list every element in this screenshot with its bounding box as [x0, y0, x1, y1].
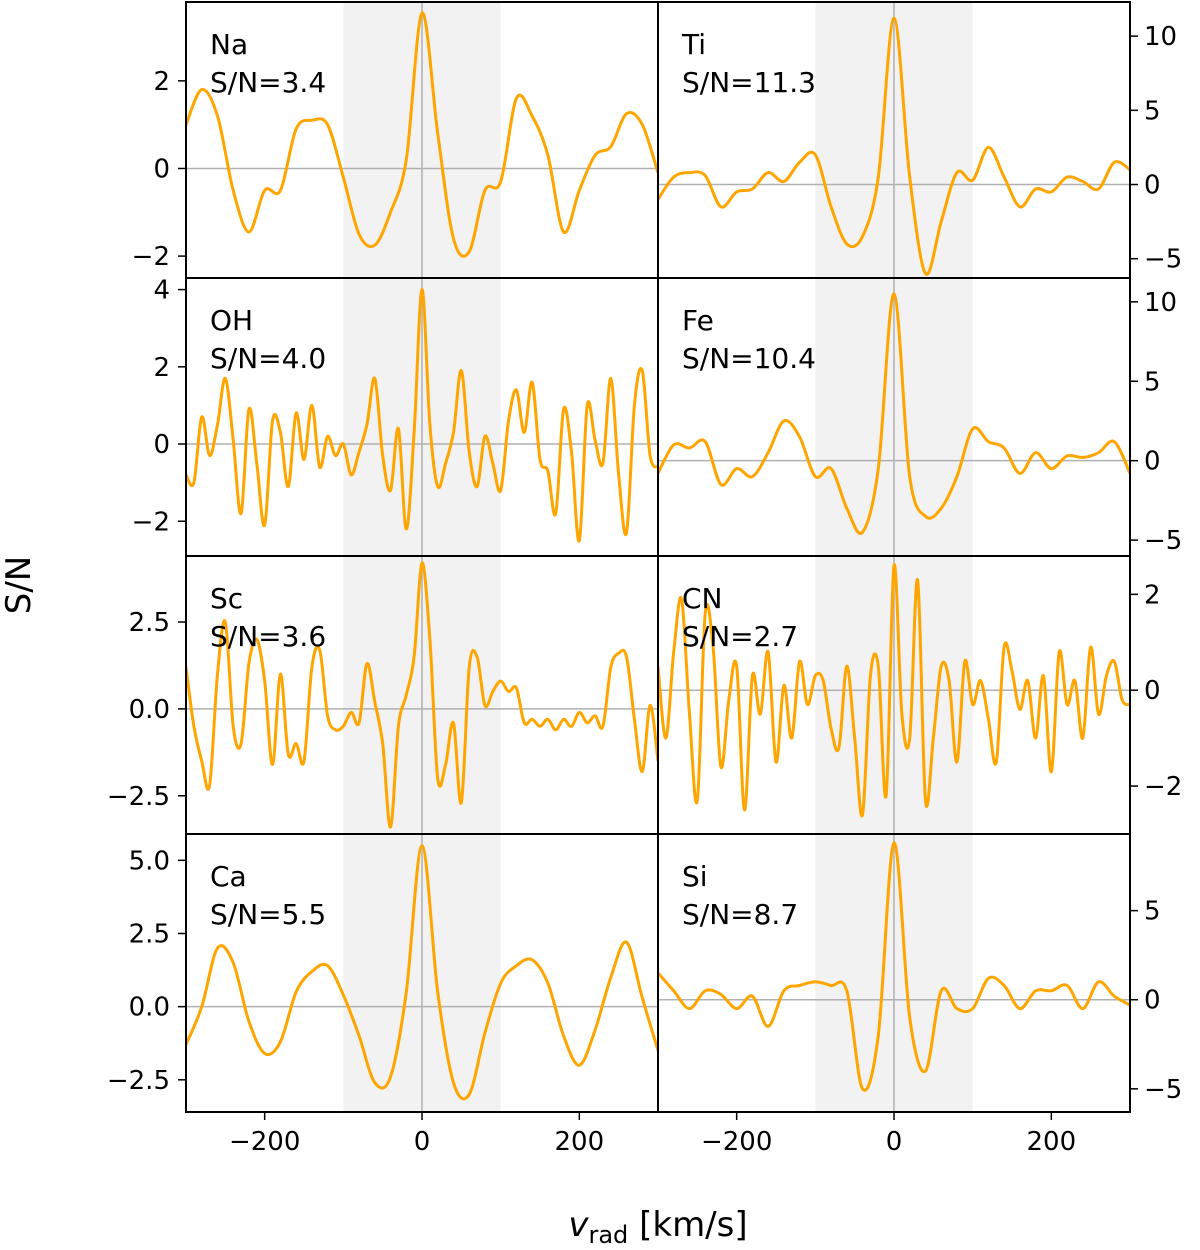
snr-label: S/N=10.4 — [682, 342, 816, 375]
y-tick-label: 4 — [153, 276, 170, 306]
x-axis-label: vrad [km/s] — [568, 1205, 747, 1249]
y-tick-label: 5 — [1144, 96, 1161, 126]
y-tick-label: −2 — [1144, 772, 1182, 802]
species-label: Sc — [210, 582, 243, 615]
snr-label: S/N=4.0 — [210, 342, 326, 375]
y-tick-label: 5.0 — [129, 846, 170, 876]
species-label: Ti — [681, 28, 706, 61]
snr-label: S/N=8.7 — [682, 898, 798, 931]
series-line-na — [186, 11, 658, 258]
y-tick-label: 2.5 — [129, 919, 170, 949]
x-axis-label-subscript: rad — [588, 1221, 628, 1249]
x-tick-label: 200 — [555, 1127, 605, 1157]
x-tick-label: 0 — [414, 1127, 431, 1157]
species-label: Si — [682, 860, 708, 893]
panel-na: Na S/N=3.4 −2 0 2 — [132, 1, 659, 279]
y-tick-label: 2.5 — [129, 608, 170, 638]
y-tick-label: 5 — [1144, 897, 1161, 927]
x-tick-label: −200 — [701, 1127, 772, 1157]
panel-ti: Ti S/N=11.3 −5 0 5 10 — [657, 1, 1182, 279]
species-label: Fe — [682, 304, 714, 337]
panel-ca: Ca S/N=5.5 −2.5 0.0 2.5 5.0 −200 0 200 — [107, 833, 659, 1157]
panel-fe: Fe S/N=10.4 −5 0 5 10 — [657, 277, 1182, 557]
panel-sc: Sc S/N=3.6 −2.5 0.0 2.5 — [107, 555, 659, 835]
species-label: Na — [210, 28, 248, 61]
species-label: CN — [682, 582, 723, 615]
y-tick-label: 10 — [1144, 22, 1177, 52]
snr-label: S/N=3.6 — [210, 620, 326, 653]
panel-cn: CN S/N=2.7 −2 0 2 — [657, 555, 1182, 835]
y-tick-label: 2 — [1144, 580, 1161, 610]
y-tick-label: 10 — [1144, 288, 1177, 318]
panels-group: Na S/N=3.4 −2 0 2 Ti S/N=11.3 −5 0 5 10 OH S/N=4.0 −2… — [107, 1, 1182, 1157]
series-line-si — [658, 841, 1130, 1092]
snr-label: S/N=3.4 — [210, 66, 326, 99]
y-tick-label: 2 — [153, 353, 170, 383]
x-axis-label-unit-spacer — [628, 1205, 639, 1245]
series-line-fe — [658, 292, 1130, 536]
y-tick-label: 5 — [1144, 367, 1161, 397]
series-line-cn — [658, 563, 1130, 818]
y-tick-label: −5 — [1144, 245, 1182, 275]
y-tick-label: 0.0 — [129, 695, 170, 725]
series-line-ti — [658, 16, 1130, 276]
y-tick-label: 0.0 — [129, 993, 170, 1023]
series-line-sc — [186, 561, 658, 829]
snr-label: S/N=11.3 — [682, 66, 816, 99]
panel-si: Si S/N=8.7 −5 0 5 −200 0 200 — [657, 833, 1182, 1157]
snr-label: S/N=5.5 — [210, 898, 326, 931]
x-axis-label-symbol: v — [568, 1205, 589, 1245]
series-line-ca — [186, 844, 658, 1101]
x-tick-label: −200 — [229, 1127, 300, 1157]
y-tick-label: −5 — [1144, 526, 1182, 556]
panel-oh: OH S/N=4.0 −2 0 2 4 — [132, 276, 659, 557]
y-tick-label: 2 — [153, 67, 170, 97]
y-tick-label: −2 — [132, 242, 170, 272]
y-tick-label: −2 — [132, 507, 170, 537]
series-line-oh — [186, 288, 658, 543]
y-tick-label: 0 — [153, 430, 170, 460]
species-label: Ca — [210, 860, 247, 893]
species-label: OH — [210, 304, 253, 337]
x-axis-label-unit: [km/s] — [639, 1205, 748, 1245]
y-tick-label: 0 — [1144, 447, 1161, 477]
y-tick-label: −2.5 — [107, 782, 170, 812]
y-tick-label: 0 — [1144, 171, 1161, 201]
y-tick-label: −5 — [1144, 1075, 1182, 1105]
y-tick-label: 0 — [153, 154, 170, 184]
x-tick-label: 200 — [1027, 1127, 1077, 1157]
y-axis-label: S/N — [0, 556, 39, 614]
y-tick-label: −2.5 — [107, 1066, 170, 1096]
snr-label: S/N=2.7 — [682, 620, 798, 653]
y-tick-label: 0 — [1144, 676, 1161, 706]
x-tick-label: 0 — [886, 1127, 903, 1157]
y-tick-label: 0 — [1144, 986, 1161, 1016]
